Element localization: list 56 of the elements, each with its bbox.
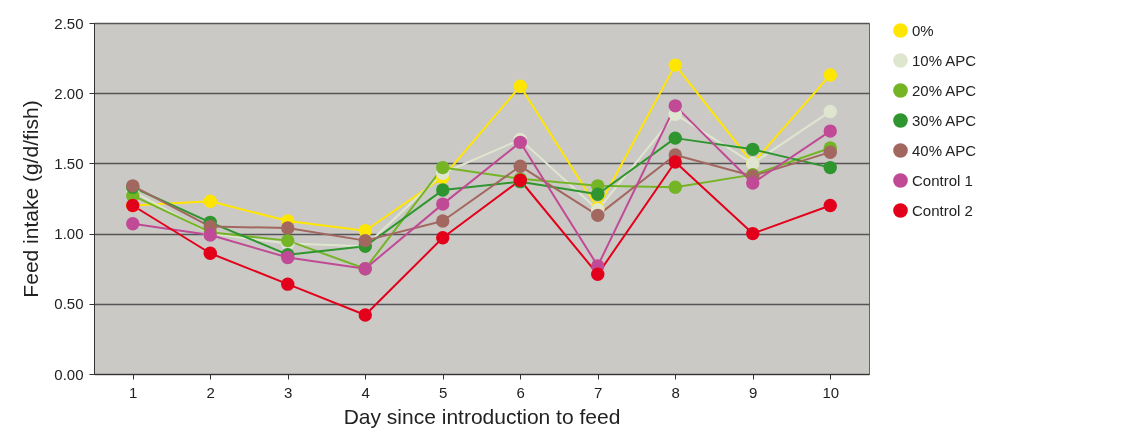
point	[746, 142, 760, 157]
y-tick-label: 2.50	[54, 14, 84, 32]
point	[591, 187, 605, 201]
point	[591, 208, 605, 223]
x-axis-title: Day since introduction to feed	[343, 404, 621, 428]
x-tick-label: 5	[439, 383, 448, 401]
point	[823, 104, 837, 119]
x-tick-label: 7	[594, 383, 603, 401]
legend-label: Control 1	[912, 171, 973, 189]
point	[746, 226, 760, 241]
point	[746, 176, 760, 190]
point	[513, 79, 527, 93]
point	[668, 58, 682, 72]
x-tick-label: 2	[206, 383, 215, 401]
y-tick-label: 1.50	[54, 154, 84, 172]
point	[436, 183, 450, 197]
point	[513, 159, 527, 173]
point	[436, 197, 450, 211]
point	[668, 131, 682, 145]
y-tick-label: 0.50	[54, 295, 84, 313]
x-tick-label: 3	[284, 383, 293, 401]
x-tick-label: 1	[129, 383, 138, 401]
legend-label: 30% APC	[912, 111, 977, 129]
point	[358, 233, 372, 248]
point	[823, 198, 837, 213]
point	[281, 221, 295, 235]
point	[823, 124, 837, 138]
legend-label: 40% APC	[912, 141, 977, 159]
point	[436, 160, 450, 175]
point	[823, 145, 837, 159]
point	[823, 160, 837, 175]
legend-label: Control 2	[912, 201, 973, 219]
point	[203, 194, 217, 208]
x-tick-label: 9	[749, 383, 758, 401]
y-tick-label: 0.00	[54, 365, 84, 383]
point	[281, 277, 295, 291]
y-axis-title: Feed intake (g/d/fish)	[19, 100, 43, 298]
point	[668, 99, 682, 113]
point	[436, 214, 450, 228]
x-tick-label: 10	[822, 383, 840, 401]
x-tick-label: 6	[516, 383, 525, 401]
legend-label: 20% APC	[912, 81, 977, 99]
y-tick-label: 2.00	[54, 84, 84, 102]
legend-label: 10% APC	[912, 51, 977, 69]
point	[436, 231, 450, 245]
y-tick-label: 1.00	[54, 225, 84, 243]
point	[203, 246, 217, 260]
point	[358, 308, 372, 322]
x-tick-label: 4	[361, 383, 370, 401]
point	[591, 267, 605, 282]
legend-label: 0%	[912, 21, 934, 39]
point	[668, 155, 682, 169]
point	[668, 180, 682, 194]
x-tick-label: 8	[671, 383, 680, 401]
point	[126, 217, 140, 231]
point	[823, 68, 837, 82]
